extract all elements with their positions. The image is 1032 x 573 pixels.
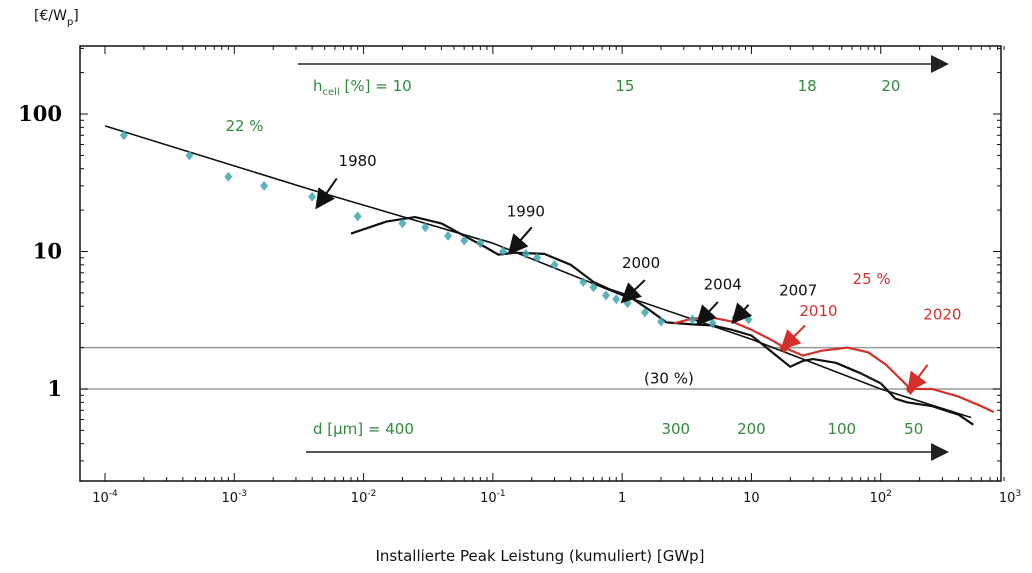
annotation-label: 1990 bbox=[507, 202, 545, 220]
thickness-value: 300 bbox=[661, 420, 690, 438]
data-point bbox=[589, 282, 598, 293]
data-point bbox=[579, 277, 588, 288]
arrow-2010 bbox=[780, 324, 806, 351]
data-point bbox=[460, 235, 469, 246]
x-tick-label: 10-3 bbox=[222, 489, 248, 506]
annotations: 1980 1990 2000 2004 2007 2010 2020 25 % 22 % (30 … bbox=[225, 117, 961, 387]
efficiency-values: 15 18 20 bbox=[615, 77, 900, 95]
x-tick-label: 1 bbox=[618, 491, 626, 506]
y-tick-labels: 100 10 1 bbox=[18, 101, 62, 401]
plot-frame bbox=[79, 45, 1002, 482]
x-tick-label: 10-4 bbox=[92, 489, 118, 506]
data-point bbox=[421, 222, 430, 233]
annotation-label: 1980 bbox=[339, 152, 377, 170]
efficiency-value: 20 bbox=[881, 77, 900, 95]
efficiency-value: 15 bbox=[615, 77, 634, 95]
data-point bbox=[398, 218, 407, 229]
arrow-2004 bbox=[695, 301, 719, 326]
thickness-values: 300 200 100 50 bbox=[661, 420, 923, 438]
data-point bbox=[612, 294, 621, 305]
y-tick-label: 10 bbox=[33, 239, 62, 264]
arrow-1990 bbox=[507, 226, 533, 255]
x-tick-labels: 10-4 10-3 10-2 10-1 1 10 102 103 bbox=[92, 489, 1021, 506]
annotation-label: 2004 bbox=[704, 275, 742, 293]
data-point bbox=[260, 180, 269, 191]
series-forecast bbox=[673, 316, 995, 413]
data-point bbox=[353, 211, 362, 222]
thickness-value: 50 bbox=[904, 420, 923, 438]
year-arrows bbox=[315, 177, 929, 393]
arrow-1980 bbox=[315, 177, 338, 210]
x-tick-label: 102 bbox=[870, 489, 892, 506]
arrow-2007 bbox=[731, 302, 753, 325]
annotation-label: 2000 bbox=[622, 254, 660, 272]
data-point bbox=[657, 316, 666, 327]
thickness-value: 100 bbox=[827, 420, 856, 438]
data-point bbox=[476, 238, 485, 249]
arrow-2000 bbox=[620, 279, 646, 304]
data-point bbox=[623, 298, 632, 309]
arrow-2020 bbox=[906, 364, 929, 393]
annotation-label: (30 %) bbox=[644, 369, 694, 387]
x-tick-label: 10-2 bbox=[351, 489, 377, 506]
data-point bbox=[119, 130, 128, 141]
data-point bbox=[224, 171, 233, 182]
y-tick-label: 1 bbox=[47, 376, 62, 401]
x-tick-label: 103 bbox=[999, 489, 1021, 506]
efficiency-value: 18 bbox=[798, 77, 817, 95]
data-point bbox=[185, 150, 194, 161]
x-tick-label: 10-1 bbox=[480, 489, 506, 506]
y-axis-unit: [€/Wp] bbox=[34, 8, 79, 28]
thickness-label: d [µm] = 400 bbox=[313, 420, 414, 438]
y-tick-label: 100 bbox=[18, 101, 62, 126]
data-point bbox=[308, 191, 317, 202]
data-point bbox=[640, 307, 649, 318]
x-tick-label: 10 bbox=[743, 491, 760, 506]
x-axis-title: Installierte Peak Leistung (kumuliert) [… bbox=[375, 547, 704, 565]
data-point bbox=[688, 314, 697, 325]
data-point bbox=[444, 230, 453, 241]
annotation-label: 2020 bbox=[923, 306, 961, 324]
series-trend bbox=[104, 125, 972, 419]
thickness-value: 200 bbox=[737, 420, 766, 438]
data-point bbox=[550, 259, 559, 270]
data-point bbox=[499, 246, 508, 257]
data-points bbox=[119, 130, 916, 395]
efficiency-label: hcell [%] = 10 bbox=[313, 77, 412, 98]
annotation-label: 25 % bbox=[853, 270, 891, 288]
annotation-label: 2007 bbox=[779, 281, 817, 299]
axis-ticks bbox=[80, 46, 1005, 481]
data-point bbox=[744, 314, 753, 325]
annotation-label: 22 % bbox=[225, 117, 263, 135]
annotation-label: 2010 bbox=[799, 302, 837, 320]
data-point bbox=[533, 252, 542, 263]
data-point bbox=[601, 290, 610, 301]
